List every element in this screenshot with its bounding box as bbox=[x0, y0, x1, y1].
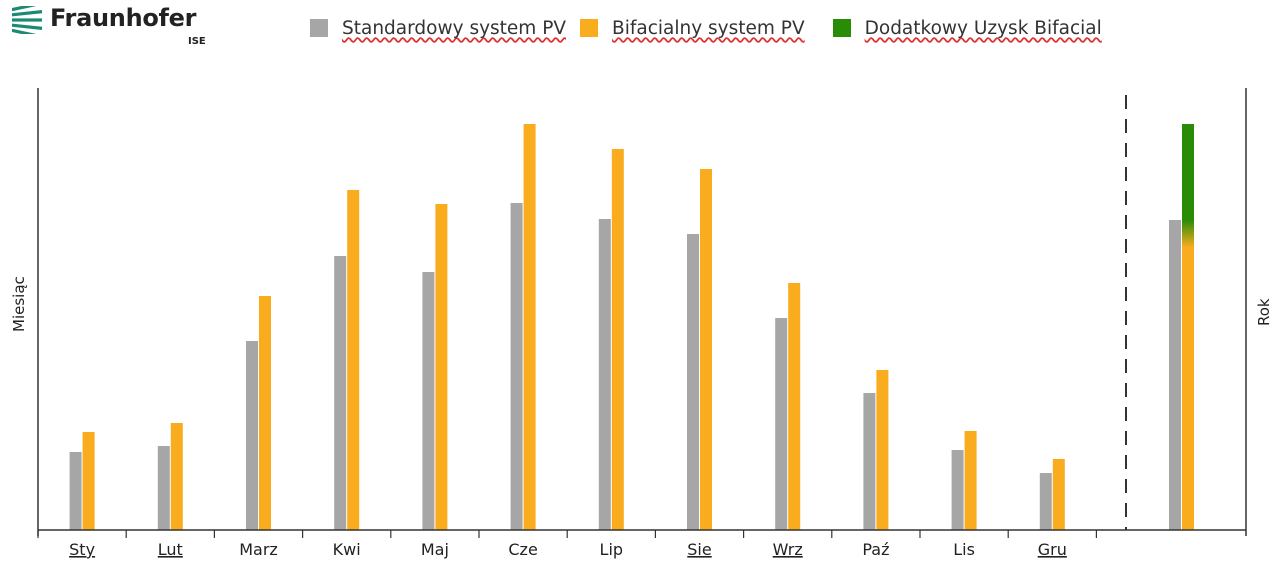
y-axis-label-right: Rok bbox=[1255, 298, 1273, 326]
bar-bifacial-Sty bbox=[82, 432, 95, 530]
logo-stripe bbox=[12, 28, 42, 34]
logo-stripe bbox=[12, 23, 42, 30]
chart-legend: Standardowy system PV Bifacialny system … bbox=[310, 14, 1116, 42]
x-tick-label: Kwi bbox=[333, 540, 361, 559]
bar-bifacial-Paź bbox=[876, 370, 889, 530]
bar-standard-Sty bbox=[69, 452, 82, 530]
bar-annual-standard bbox=[1169, 220, 1181, 530]
bar-standard-Paź bbox=[863, 393, 876, 530]
x-tick-label: Sie bbox=[687, 540, 711, 559]
bar-bifacial-Maj bbox=[435, 204, 448, 530]
bar-bifacial-Kwi bbox=[347, 190, 360, 530]
x-tick-label: Lis bbox=[953, 540, 975, 559]
bar-standard-Gru bbox=[1039, 473, 1052, 530]
bar-standard-Sie bbox=[687, 234, 699, 530]
bar-standard-Cze bbox=[510, 203, 523, 530]
fraunhofer-logo-icon bbox=[12, 6, 42, 34]
bar-standard-Marz bbox=[246, 341, 258, 530]
logo-stripe bbox=[12, 18, 42, 22]
bar-standard-Maj bbox=[422, 272, 435, 530]
legend-label-standard: Standardowy system PV bbox=[342, 17, 567, 39]
x-tick-label: Paź bbox=[862, 540, 889, 559]
bar-annual-gain bbox=[1182, 124, 1194, 247]
legend-item-gain: Dodatkowy Uzysk Bifacial bbox=[832, 17, 1102, 39]
x-tick-label: Marz bbox=[239, 540, 278, 559]
x-tick-label: Cze bbox=[508, 540, 537, 559]
x-tick-label: Gru bbox=[1038, 540, 1067, 559]
legend-label-bifacial: Bifacialny system PV bbox=[612, 17, 805, 39]
logo-sub: ISE bbox=[188, 36, 206, 47]
bar-bifacial-Wrz bbox=[788, 283, 801, 530]
bar-annual-bifacial bbox=[1182, 247, 1194, 530]
bar-standard-Lut bbox=[157, 446, 170, 530]
fraunhofer-logo: Fraunhofer ISE bbox=[12, 4, 212, 50]
legend-swatch-standard bbox=[310, 19, 328, 37]
bar-bifacial-Cze bbox=[523, 124, 536, 530]
bar-bifacial-Gru bbox=[1052, 459, 1065, 530]
x-tick-label: Lut bbox=[158, 540, 183, 559]
bar-standard-Kwi bbox=[334, 256, 347, 530]
bar-standard-Lis bbox=[951, 450, 964, 530]
legend-item-standard: Standardowy system PV bbox=[310, 18, 566, 39]
legend-label-gain: Dodatkowy Uzysk Bifacial bbox=[864, 17, 1102, 39]
bar-bifacial-Lut bbox=[170, 423, 183, 530]
legend-swatch-gain bbox=[832, 19, 851, 37]
bar-bifacial-Lip bbox=[611, 149, 624, 530]
x-tick-label: Sty bbox=[69, 540, 95, 559]
bar-standard-Wrz bbox=[775, 318, 788, 530]
legend-item-bifacial: Bifacialny system PV bbox=[580, 18, 805, 39]
logo-stripe bbox=[12, 6, 42, 12]
bar-bifacial-Lis bbox=[964, 431, 977, 530]
y-axis-label-left: Miesiąc bbox=[10, 276, 28, 332]
x-tick-label: Maj bbox=[421, 540, 449, 559]
x-tick-label: Lip bbox=[600, 540, 624, 559]
logo-name: Fraunhofer bbox=[50, 4, 197, 32]
legend-swatch-bifacial bbox=[580, 19, 599, 37]
x-tick-label: Wrz bbox=[773, 540, 803, 559]
bar-standard-Lip bbox=[598, 219, 611, 530]
logo-stripe bbox=[12, 10, 42, 17]
bar-bifacial-Marz bbox=[259, 296, 271, 530]
bar-bifacial-Sie bbox=[700, 169, 712, 530]
